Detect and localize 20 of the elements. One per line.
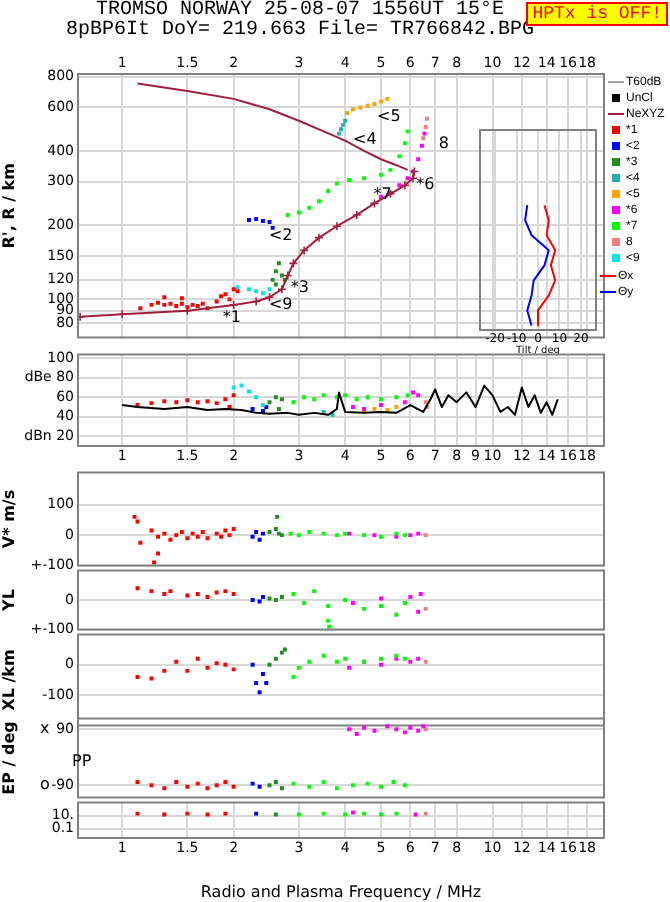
y-axis-title: XL /km (0, 649, 18, 711)
annotation: PP (72, 752, 92, 771)
annotation: *6 (416, 174, 435, 193)
y-axis-title: V* m/s (0, 489, 18, 549)
y-axis-title: EP / deg (0, 720, 18, 795)
chart-subtitle: 8pBP6It DoY= 219.663 File= TR766842.BPG (63, 20, 537, 42)
text: x (40, 719, 50, 738)
annotation: <5 (377, 107, 401, 126)
text: o (40, 775, 50, 794)
annotation: <4 (353, 129, 377, 148)
annotation: *3 (290, 278, 310, 297)
annotation: *1 (222, 307, 241, 326)
text: HPTx is OFF! (526, 2, 668, 26)
chart-title: TROMSO NORWAY 25-08-07 1556UT 15°E (95, 0, 505, 22)
annotation: <2 (268, 226, 293, 245)
y-axis-title: R', R / km (0, 163, 18, 249)
annotation: <9 (268, 295, 293, 314)
annotation: 8 (438, 134, 450, 153)
x-axis-title: Radio and Plasma Frequency / MHz (200, 882, 482, 901)
y-axis-title: YL (0, 589, 18, 613)
